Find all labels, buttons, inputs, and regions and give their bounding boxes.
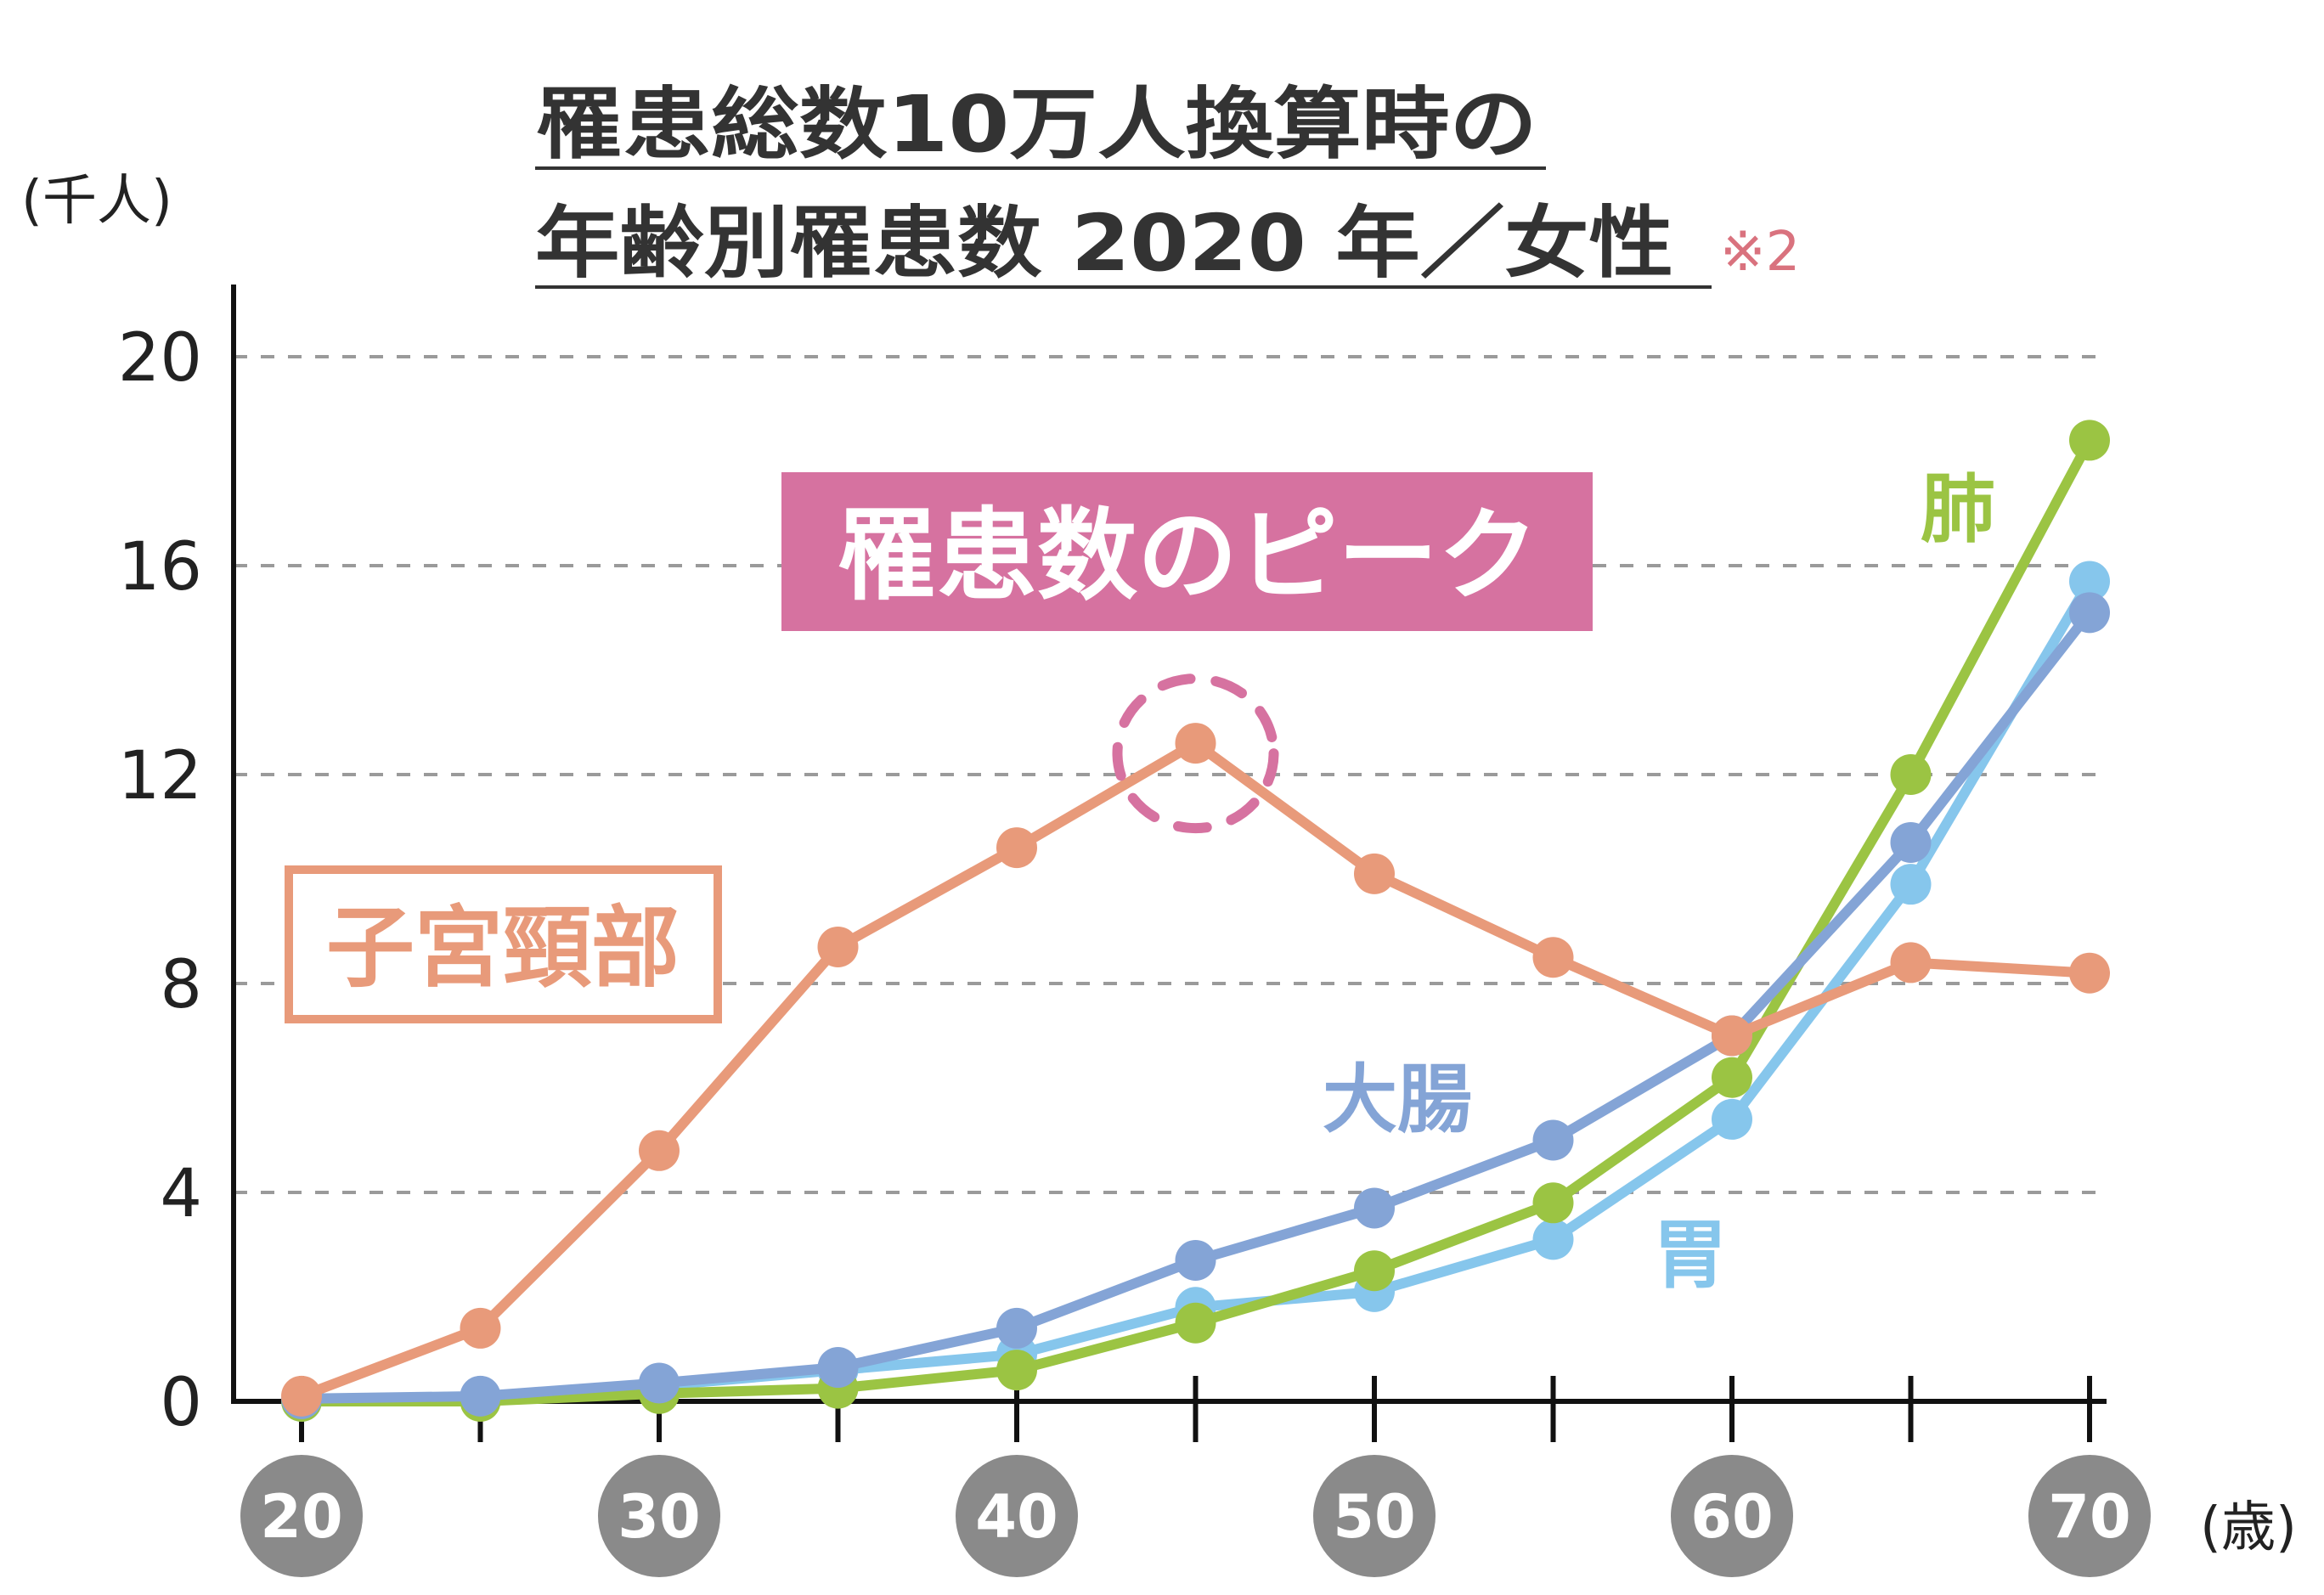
x-tick-label-50: 50: [1313, 1455, 1436, 1577]
x-tick-circle-70: [2028, 1455, 2151, 1577]
stomach-label: 胃: [1653, 1211, 1728, 1299]
data-point-3-30: [639, 1130, 680, 1171]
x-tick-label-20: 20: [240, 1455, 363, 1577]
y-tick-label-20: 20: [118, 320, 202, 397]
data-point-2-40: [996, 1307, 1037, 1349]
data-point-2-70: [2069, 592, 2110, 634]
colon-label: 大腸: [1323, 1056, 1472, 1143]
chart-title-line2: 年齢別罹患数 2020 年／女性: [535, 198, 1673, 289]
data-point-3-25: [460, 1307, 501, 1349]
y-tick-label-8: 8: [160, 947, 202, 1023]
data-point-3-40: [996, 827, 1037, 869]
data-point-0-65: [1890, 864, 1932, 905]
cervical-label: 子宮頸部: [326, 896, 680, 1000]
data-point-2-25: [460, 1375, 501, 1417]
data-point-1-50: [1354, 1250, 1395, 1292]
x-tick-label-70: 70: [2028, 1455, 2151, 1577]
data-point-2-50: [1354, 1187, 1395, 1229]
y-tick-label-16: 16: [118, 529, 202, 606]
peak-highlight-circle: [1112, 674, 1279, 834]
x-tick-text-60: 60: [1690, 1482, 1773, 1552]
data-point-1-60: [1712, 1057, 1752, 1098]
x-tick-circle-50: [1313, 1455, 1436, 1577]
peak-label: 罹患数のピーク: [837, 497, 1538, 614]
x-tick-text-20: 20: [260, 1482, 342, 1552]
x-tick-circle-20: [240, 1455, 363, 1577]
x-axis-label: (歳): [2200, 1496, 2297, 1559]
chart-title-note: ※2: [1720, 221, 1800, 284]
y-tick-label-12: 12: [118, 738, 202, 814]
cervical-label-box: [285, 865, 722, 1023]
data-point-2-55: [1532, 1119, 1574, 1161]
y-axis-label: (千人): [21, 170, 172, 233]
data-point-2-35: [817, 1347, 859, 1389]
x-tick-label-30: 30: [598, 1455, 720, 1577]
data-point-2-45: [1175, 1239, 1216, 1281]
data-point-0-55: [1532, 1219, 1574, 1260]
data-point-1-40: [996, 1350, 1037, 1391]
data-point-1-65: [1890, 754, 1932, 795]
data-point-3-20: [281, 1375, 322, 1417]
data-point-1-45: [1175, 1302, 1216, 1344]
data-point-3-50: [1354, 853, 1395, 894]
data-point-0-60: [1712, 1098, 1752, 1140]
x-tick-text-30: 30: [618, 1482, 700, 1552]
data-point-2-30: [639, 1362, 680, 1404]
y-tick-label-4: 4: [160, 1156, 202, 1232]
lung-label: 肺: [1921, 465, 1995, 553]
x-tick-circle-30: [598, 1455, 720, 1577]
x-tick-text-70: 70: [2048, 1482, 2130, 1552]
data-point-3-60: [1712, 1015, 1752, 1057]
peak-label-box: [781, 472, 1593, 631]
data-point-0-70: [2069, 561, 2110, 602]
data-point-3-55: [1532, 937, 1574, 978]
x-tick-text-40: 40: [975, 1482, 1058, 1552]
y-tick-label-0: 0: [160, 1365, 202, 1441]
data-point-3-70: [2069, 952, 2110, 994]
series-3: [281, 723, 2110, 1417]
x-tick-text-50: 50: [1333, 1482, 1415, 1552]
x-tick-circle-60: [1671, 1455, 1793, 1577]
x-tick-label-40: 40: [956, 1455, 1078, 1577]
data-point-2-65: [1890, 821, 1932, 863]
data-point-3-65: [1890, 942, 1932, 983]
data-point-3-45: [1175, 723, 1216, 764]
x-tick-circle-40: [956, 1455, 1078, 1577]
data-point-3-35: [817, 926, 859, 967]
x-tick-label-60: 60: [1671, 1455, 1793, 1577]
data-point-1-55: [1532, 1182, 1574, 1224]
data-point-1-70: [2069, 420, 2110, 461]
chart-title-line1: 罹患総数10万人換算時の: [535, 79, 1537, 170]
